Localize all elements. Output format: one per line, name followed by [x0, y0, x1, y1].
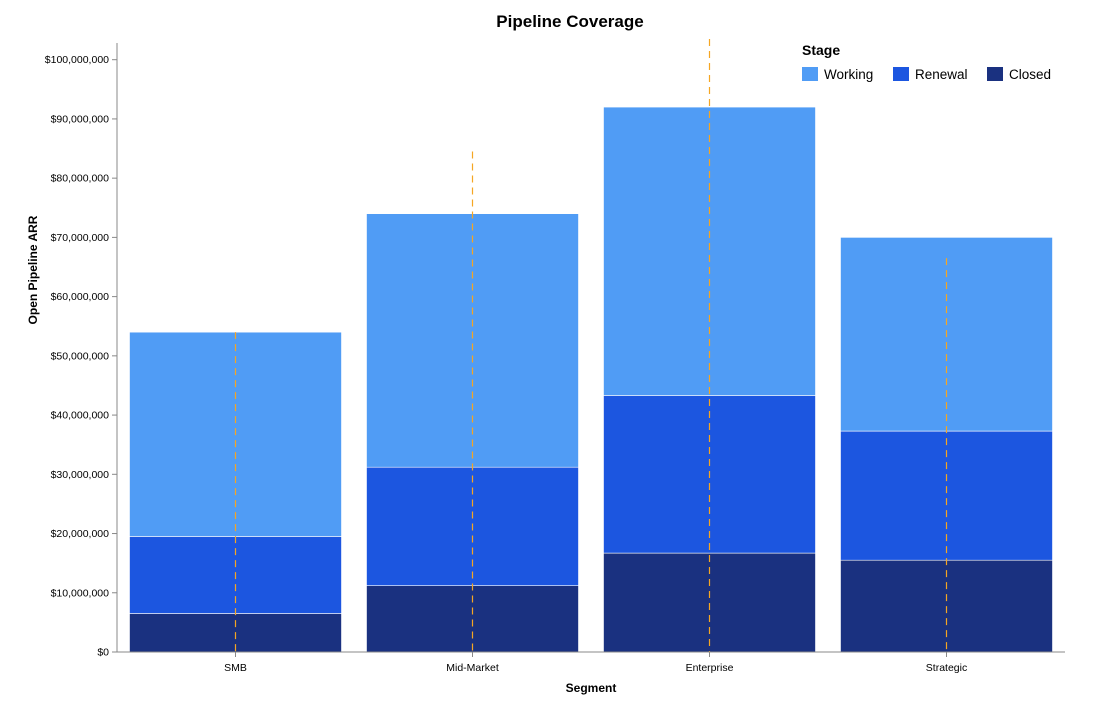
y-tick-label: $30,000,000	[51, 469, 110, 481]
x-axis-title: Segment	[566, 681, 617, 695]
y-tick-label: $40,000,000	[51, 410, 110, 422]
bar-working	[603, 106, 816, 396]
x-tick-label: Mid-Market	[446, 662, 499, 674]
x-tick-label: Strategic	[926, 662, 967, 674]
y-tick-label: $20,000,000	[51, 528, 110, 540]
legend-item-closed: Closed	[987, 67, 1051, 82]
y-tick-label: $100,000,000	[45, 54, 109, 66]
legend-title: Stage	[802, 42, 840, 58]
y-tick-label: $70,000,000	[51, 232, 110, 244]
x-axis-ticks: SMB Mid-Market Enterprise Strategic	[224, 652, 967, 674]
legend-label: Closed	[1009, 67, 1051, 82]
legend-item-working: Working	[802, 67, 873, 82]
y-tick-label: $80,000,000	[51, 173, 110, 185]
y-tick-label: $50,000,000	[51, 350, 110, 362]
bar-working	[366, 213, 579, 468]
legend-swatch	[987, 67, 1003, 81]
x-tick-label: Enterprise	[686, 662, 734, 674]
x-tick-label: SMB	[224, 662, 247, 674]
y-tick-label: $10,000,000	[51, 587, 110, 599]
legend-swatch	[893, 67, 909, 81]
reference-lines-layer	[234, 38, 948, 652]
chart-title: Pipeline Coverage	[496, 12, 643, 31]
legend: Stage Working Renewal Closed	[802, 42, 1051, 82]
legend-items: Working Renewal Closed	[802, 67, 1051, 82]
y-axis-title: Open Pipeline ARR	[26, 215, 40, 324]
y-axis-ticks: $0 $10,000,000 $20,000,000 $30,000,000 $40,0…	[45, 54, 117, 659]
y-tick-label: $90,000,000	[51, 113, 110, 125]
legend-item-renewal: Renewal	[893, 67, 968, 82]
legend-swatch	[802, 67, 818, 81]
y-tick-label: $0	[97, 647, 109, 659]
legend-label: Renewal	[915, 67, 968, 82]
y-tick-label: $60,000,000	[51, 291, 110, 303]
legend-label: Working	[824, 67, 873, 82]
